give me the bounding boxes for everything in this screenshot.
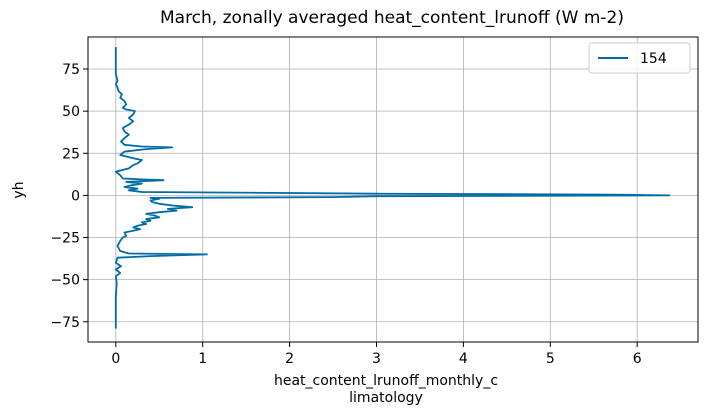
y-tick-label: 0 — [71, 188, 80, 204]
x-tick-label: 4 — [459, 351, 468, 367]
x-tick-label: 6 — [633, 351, 642, 367]
legend-box — [588, 42, 691, 74]
y-tick-label: 25 — [62, 146, 80, 162]
y-tick-label: −25 — [50, 231, 80, 247]
series-line-layer — [114, 47, 671, 329]
x-tick-label: 1 — [198, 351, 207, 367]
x-tick-label: 0 — [111, 351, 120, 367]
y-axis-label: yh — [11, 181, 27, 198]
legend-label-154: 154 — [640, 51, 667, 67]
y-tick-label: −50 — [50, 273, 80, 289]
y-axis-ticks: −75 −50 −25 0 25 50 75 — [50, 62, 88, 331]
y-tick-label: −75 — [50, 315, 80, 331]
x-axis-label-line2: limatology — [349, 390, 423, 406]
y-tick-label: 75 — [62, 62, 80, 78]
x-axis-label-line1: heat_content_lrunoff_monthly_c — [274, 373, 498, 389]
chart-title: March, zonally averaged heat_content_lru… — [160, 8, 624, 28]
x-axis-ticks: 0 1 2 3 4 5 6 — [111, 342, 642, 367]
y-tick-label: 50 — [62, 104, 80, 120]
grid — [88, 37, 698, 342]
plot-frame — [87, 36, 699, 343]
series-line-154 — [114, 47, 671, 329]
x-tick-label: 5 — [546, 351, 555, 367]
x-tick-label: 2 — [285, 351, 294, 367]
x-tick-label: 3 — [372, 351, 381, 367]
legend: 154 — [588, 42, 691, 74]
